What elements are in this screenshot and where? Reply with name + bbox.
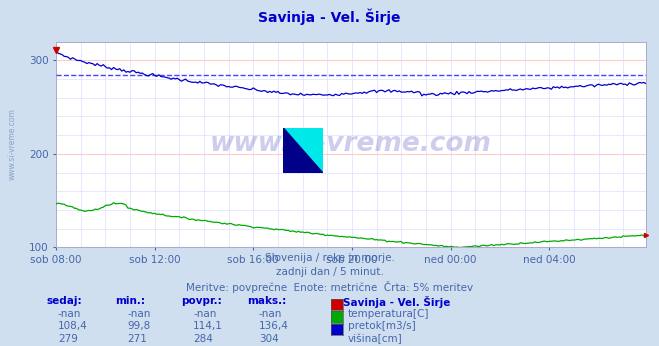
Text: -nan: -nan (259, 309, 282, 319)
Text: Savinja - Vel. Širje: Savinja - Vel. Širje (343, 296, 450, 308)
Text: Slovenija / reke in morje.: Slovenija / reke in morje. (264, 253, 395, 263)
Text: povpr.:: povpr.: (181, 296, 222, 306)
Text: 114,1: 114,1 (193, 321, 223, 331)
Text: www.si-vreme.com: www.si-vreme.com (210, 131, 492, 157)
Text: maks.:: maks.: (247, 296, 287, 306)
Text: -nan: -nan (193, 309, 216, 319)
Text: -nan: -nan (127, 309, 150, 319)
Text: min.:: min.: (115, 296, 146, 306)
Text: zadnji dan / 5 minut.: zadnji dan / 5 minut. (275, 267, 384, 277)
Text: temperatura[C]: temperatura[C] (348, 309, 430, 319)
Polygon shape (283, 128, 323, 173)
Text: 279: 279 (58, 334, 78, 344)
Text: 304: 304 (259, 334, 279, 344)
Text: višina[cm]: višina[cm] (348, 334, 403, 344)
Text: 108,4: 108,4 (58, 321, 88, 331)
Text: 271: 271 (127, 334, 147, 344)
Text: 136,4: 136,4 (259, 321, 289, 331)
Text: 284: 284 (193, 334, 213, 344)
Text: pretok[m3/s]: pretok[m3/s] (348, 321, 416, 331)
Text: Savinja - Vel. Širje: Savinja - Vel. Širje (258, 9, 401, 25)
Text: 99,8: 99,8 (127, 321, 150, 331)
Text: sedaj:: sedaj: (46, 296, 82, 306)
Text: -nan: -nan (58, 309, 81, 319)
Text: www.si-vreme.com: www.si-vreme.com (7, 109, 16, 180)
Text: Meritve: povprečne  Enote: metrične  Črta: 5% meritev: Meritve: povprečne Enote: metrične Črta:… (186, 281, 473, 293)
Polygon shape (283, 128, 323, 173)
